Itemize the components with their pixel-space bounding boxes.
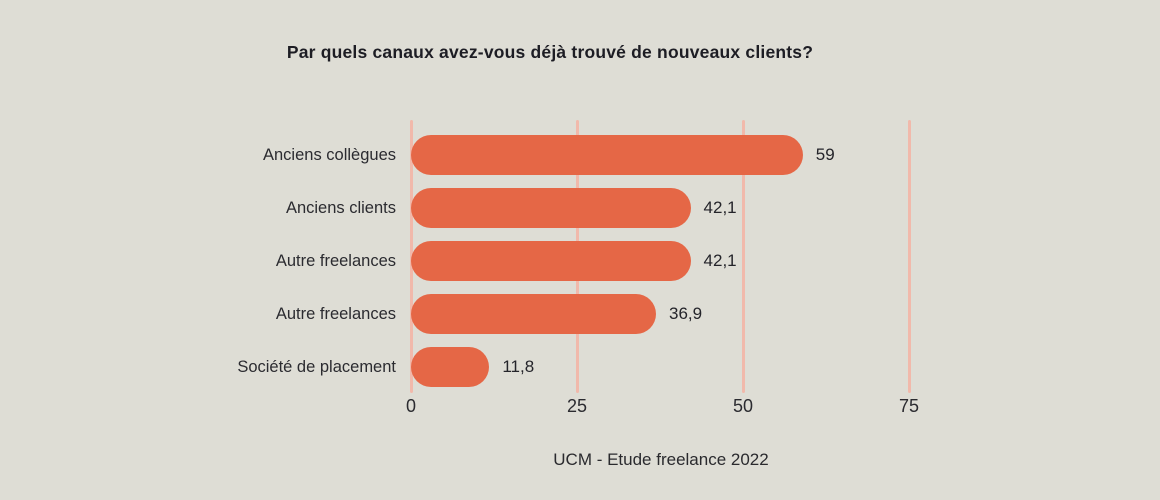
chart-title: Par quels canaux avez-vous déjà trouvé d… [286,42,814,62]
value-label: 11,8 [502,357,535,376]
category-label: Autre freelances [275,305,396,323]
x-tick-label: 50 [732,396,754,416]
x-tick-label: 0 [405,396,416,416]
x-tick-label: 25 [566,396,588,416]
category-label: Anciens collègues [263,146,396,164]
category-label: Anciens clients [285,199,396,217]
value-label: 59 [815,145,835,164]
bar [411,188,691,228]
bar [411,294,657,334]
value-label: 36,9 [669,304,703,323]
value-label: 42,1 [703,198,737,217]
value-label: 42,1 [703,251,737,270]
gridline [907,120,911,393]
gridline [741,120,745,393]
bar [411,347,490,387]
category-label: Autre freelances [275,252,396,270]
bar [411,241,691,281]
category-label: Société de placement [237,358,396,376]
x-tick-label: 75 [898,396,920,416]
bar [411,135,803,175]
chart-caption: UCM - Etude freelance 2022 [553,450,769,469]
